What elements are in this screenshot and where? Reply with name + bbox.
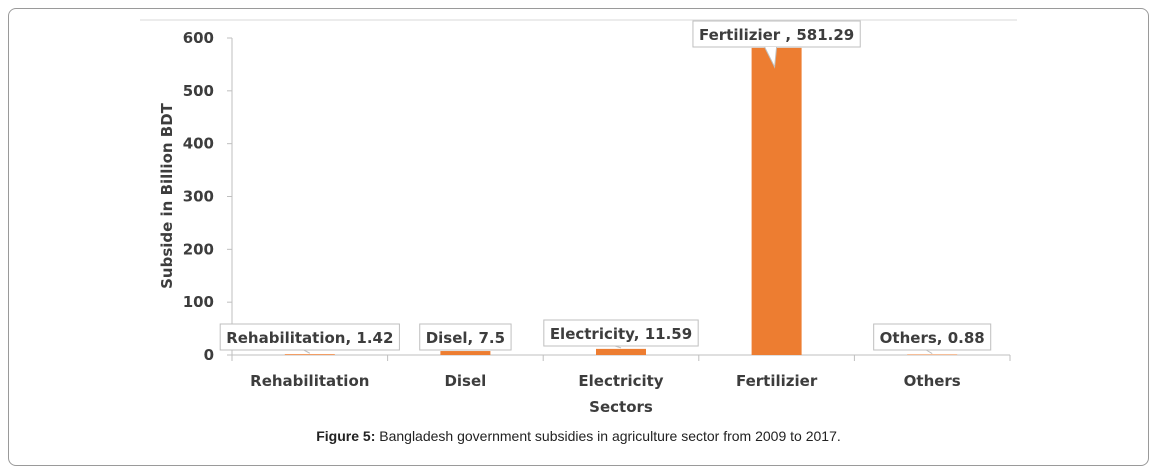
x-tick-label: Rehabilitation [250,372,369,390]
y-tick-label: 300 [183,188,214,206]
data-label-others: Others, 0.88 [873,323,992,354]
y-tick-label: 200 [183,240,214,258]
figure-caption: Figure 5: Bangladesh government subsidie… [0,428,1157,444]
x-tick-label: Others [904,372,961,390]
data-label-disel: Disel, 7.5 [419,323,512,351]
y-tick-label: 0 [204,346,214,364]
data-label-fertilizier: Fertilizier , 581.29 [692,20,861,69]
data-label-box [692,20,861,48]
bar-fertilizier [751,47,802,355]
y-axis-title: Subside in Billion BDT [158,102,176,289]
bar-disel [440,351,491,355]
caption-prefix: Figure 5: [316,428,376,444]
figure-frame [8,8,1149,466]
y-tick-label: 500 [183,82,214,100]
x-tick-label: Fertilizier [736,372,818,390]
axes [231,38,1011,361]
y-tick-label: 400 [183,135,214,153]
data-label-text: Others, 0.88 [880,329,985,347]
data-label-leader [925,349,933,354]
data-label-box [873,323,992,351]
data-label-box [543,319,699,347]
bars [284,47,958,355]
bar-rehabilitation [284,354,335,355]
data-label-pointer [764,46,778,69]
bar-others [907,354,958,355]
data-label-electricity: Electricity, 11.59 [543,319,699,349]
y-tick-label: 100 [183,293,214,311]
data-label-rehabilitation: Rehabilitation, 1.42 [219,323,400,354]
data-label-leader [303,349,311,354]
data-label-text: Electricity, 11.59 [550,325,692,343]
y-tick-label: 600 [183,29,214,47]
caption-text: Bangladesh government subsidies in agric… [375,428,841,444]
data-label-text: Disel, 7.5 [426,329,505,347]
x-tick-label: Electricity [578,372,663,390]
x-axis-title: Sectors [589,398,653,416]
data-label-box [219,323,400,351]
data-label-text: Rehabilitation, 1.42 [226,329,393,347]
x-axis-ticks: Rehabilitation Disel Electricity Fertilizie… [250,372,961,390]
bar-electricity [596,348,646,355]
data-label-leader [614,345,622,349]
x-tick-label: Disel [444,372,486,390]
data-label-text: Fertilizier , 581.29 [699,26,854,44]
y-axis-ticks: 0 100 200 300 400 500 600 [183,29,232,364]
data-labels: Rehabilitation, 1.42 Disel, 7.5 Electricit… [219,20,992,354]
data-label-box [419,323,512,351]
